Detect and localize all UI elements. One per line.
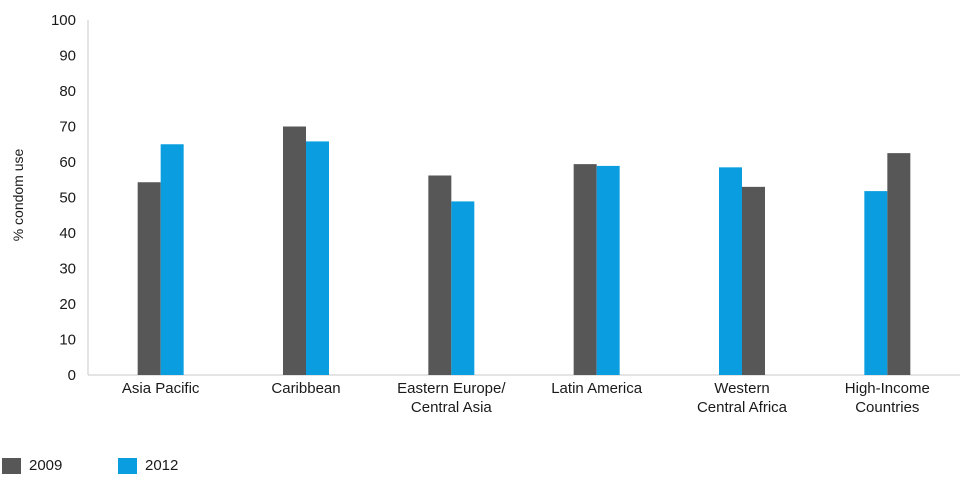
x-category-label: Western Central Africa: [697, 380, 788, 416]
bar-2012: [719, 167, 742, 375]
y-tick-label: 60: [59, 154, 76, 171]
y-tick-label: 10: [59, 332, 76, 349]
y-tick-label: 80: [59, 83, 76, 100]
bar-2009: [887, 153, 911, 375]
x-category-label: Caribbean: [271, 380, 340, 397]
y-tick-label: 30: [59, 261, 76, 278]
legend-label-2012: 2012: [145, 457, 179, 474]
x-category-label: Latin America: [551, 380, 643, 397]
y-tick-label: 20: [59, 296, 76, 313]
bar-2009: [137, 182, 161, 375]
y-axis-label: % condom use: [10, 148, 26, 241]
bars: [137, 126, 911, 375]
x-category-label: Eastern Europe/Central Asia: [397, 380, 506, 416]
x-category-label: Asia Pacific: [122, 380, 200, 397]
x-axis-categories: Asia Pacific Caribbean Eastern Europe/Cent…: [122, 380, 930, 416]
legend-swatch-2012: [118, 457, 137, 474]
y-tick-label: 70: [59, 119, 76, 136]
y-tick-label: 40: [59, 225, 76, 242]
y-axis-ticks: 0 10 20 30 40 50 60 70 80 90 100: [51, 12, 76, 384]
bar-2012: [451, 201, 475, 375]
bar-2009: [573, 164, 597, 375]
bar-2012: [596, 165, 620, 375]
bar-2009: [428, 175, 452, 375]
bar-2009: [283, 126, 306, 375]
y-tick-label: 0: [68, 367, 76, 384]
legend-swatch-2009: [2, 457, 21, 474]
legend-label-2009: 2009: [29, 457, 63, 474]
legend: 2009 2012: [0, 457, 400, 479]
bar-2012: [160, 144, 184, 375]
legend-item-2009: 2009: [2, 457, 62, 474]
y-tick-label: 90: [59, 48, 76, 65]
x-category-label: High-Income Countries: [845, 380, 930, 416]
bar-2012: [864, 191, 888, 375]
bar-2009: [742, 186, 765, 375]
legend-item-2012: 2012: [118, 457, 178, 474]
bar-2012: [306, 141, 329, 375]
y-tick-label: 100: [51, 12, 76, 29]
y-tick-label: 50: [59, 190, 76, 207]
